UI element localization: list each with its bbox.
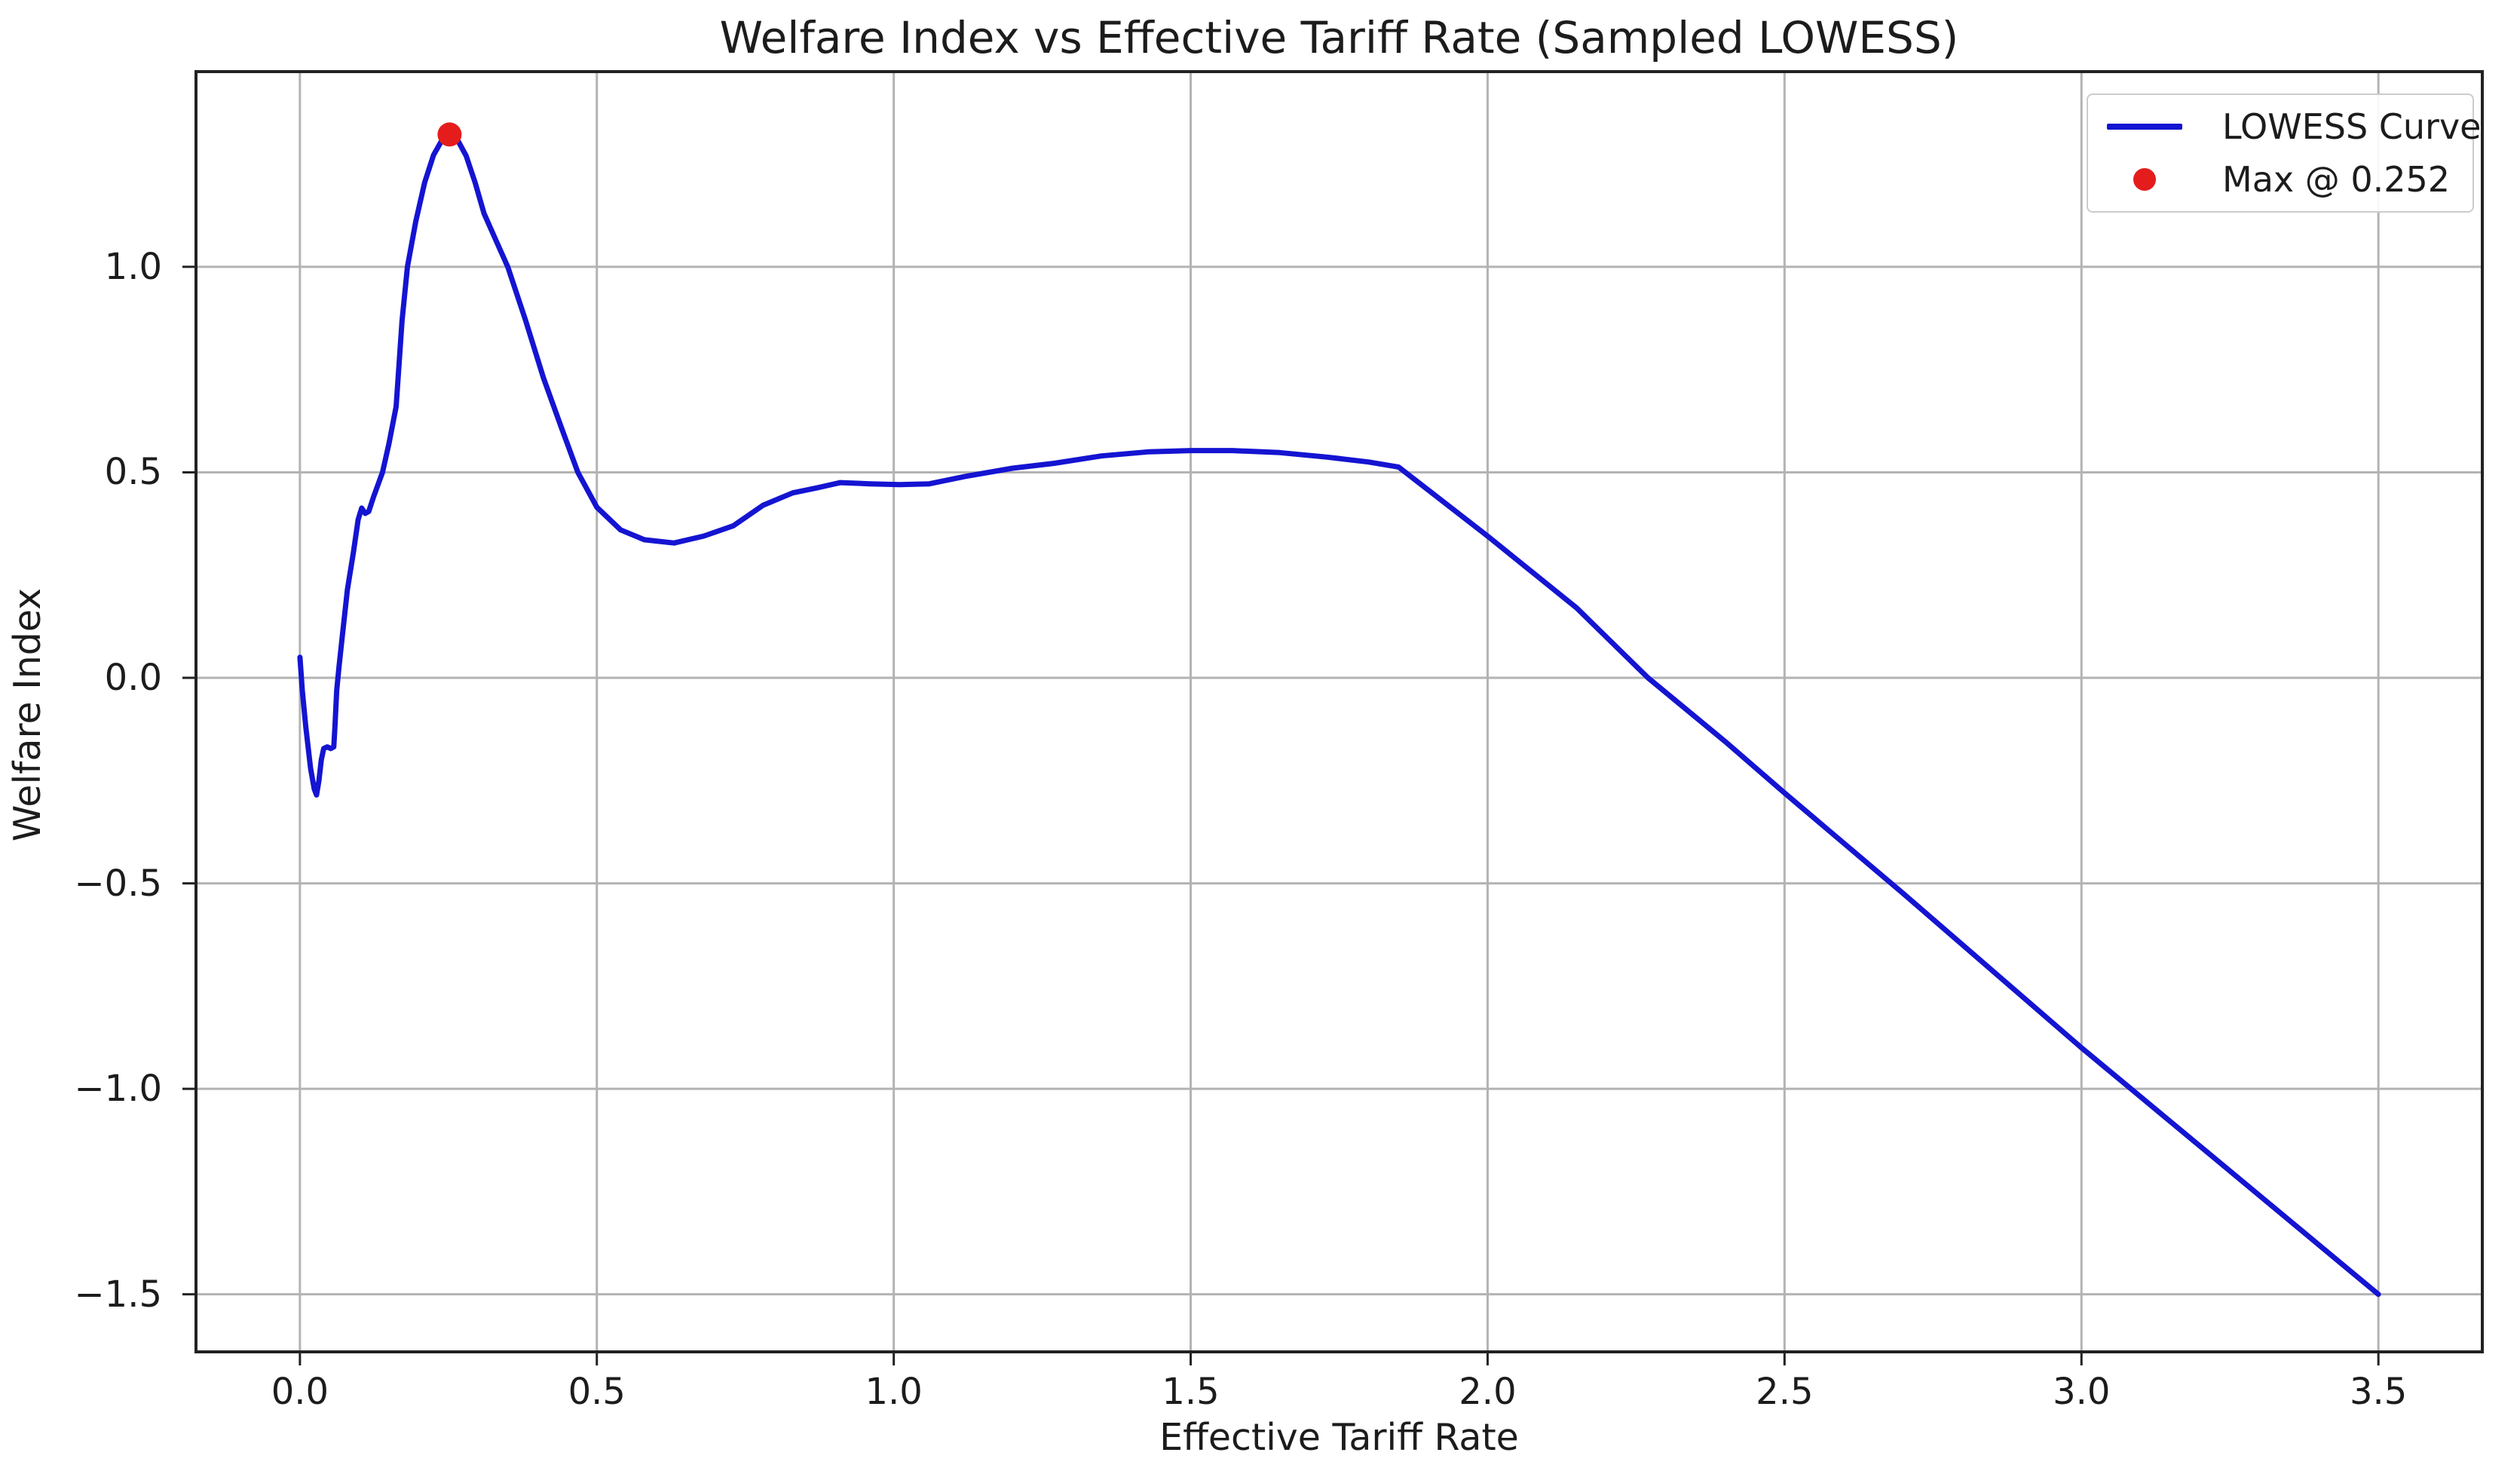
chart-title: Welfare Index vs Effective Tariff Rate (… bbox=[719, 12, 1959, 63]
legend: LOWESS Curve Max @ 0.252 bbox=[2087, 93, 2481, 213]
y-tick-label: −1.0 bbox=[74, 1068, 162, 1111]
x-tick-label: 0.0 bbox=[271, 1371, 329, 1413]
legend-item-max-point: Max @ 0.252 bbox=[2088, 158, 2473, 201]
plot-border bbox=[194, 70, 2484, 1353]
y-tick-label: −1.5 bbox=[74, 1273, 162, 1316]
y-axis-label: Welfare Index bbox=[6, 587, 49, 842]
x-tick-label: 0.5 bbox=[568, 1371, 626, 1413]
legend-label: LOWESS Curve bbox=[2222, 106, 2482, 147]
x-tick-label: 3.5 bbox=[2349, 1371, 2408, 1413]
max-point-marker bbox=[437, 122, 462, 147]
lowess-curve-path bbox=[297, 131, 2381, 1298]
x-tick-label: 2.0 bbox=[1459, 1371, 1517, 1413]
x-tick-label: 1.0 bbox=[865, 1371, 923, 1413]
plot-area bbox=[196, 72, 2482, 1352]
x-tick-label: 2.5 bbox=[1756, 1371, 1814, 1413]
y-tick-label: 0.5 bbox=[104, 451, 162, 494]
max-point-dot-icon bbox=[2133, 168, 2156, 191]
legend-item-lowess-curve: LOWESS Curve bbox=[2088, 106, 2481, 148]
lowess-line-swatch-icon bbox=[2107, 124, 2182, 130]
y-tick-label: 1.0 bbox=[104, 245, 162, 288]
y-tick-label: 0.0 bbox=[104, 657, 162, 700]
y-tick-label: −0.5 bbox=[74, 862, 162, 905]
x-tick-label: 1.5 bbox=[1162, 1371, 1220, 1413]
x-tick-label: 3.0 bbox=[2053, 1371, 2111, 1413]
legend-label: Max @ 0.252 bbox=[2222, 159, 2451, 200]
x-axis-label: Effective Tariff Rate bbox=[1159, 1416, 1519, 1459]
